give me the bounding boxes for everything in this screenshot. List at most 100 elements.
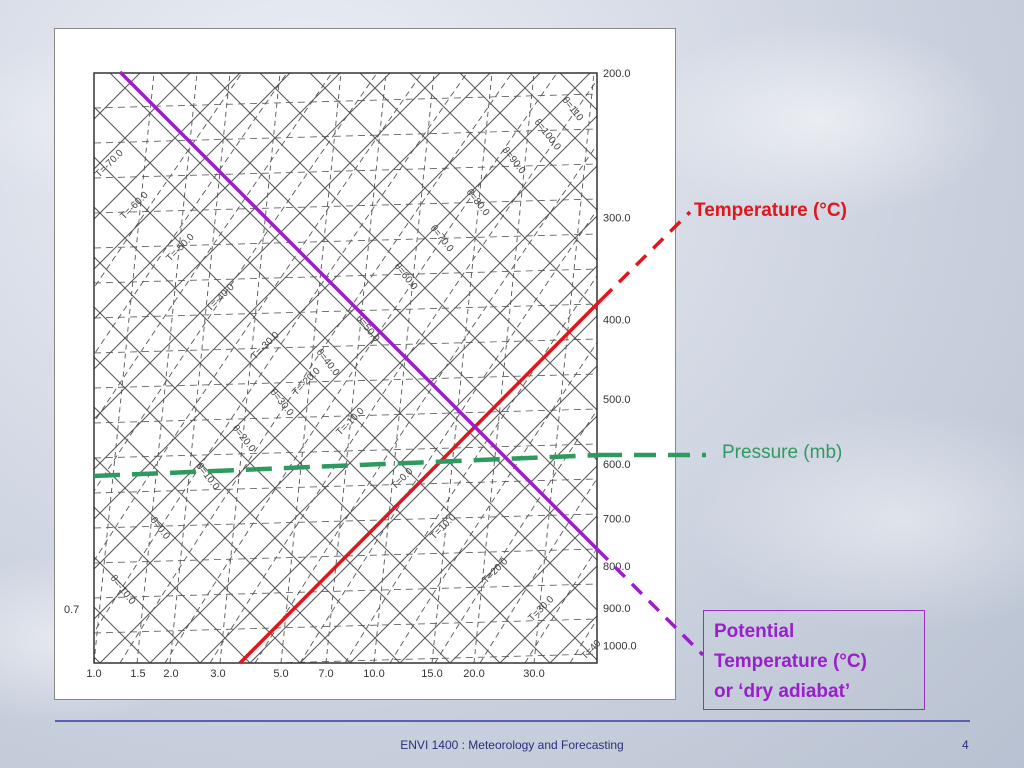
page-number: 4 xyxy=(962,738,969,752)
saturation-line xyxy=(259,653,597,663)
isobar-diagonal-line xyxy=(94,406,351,663)
isobar-diagonal-line xyxy=(359,73,597,311)
dry-adiabat-line xyxy=(94,73,333,424)
dry-adiabat-line xyxy=(94,73,288,356)
dry-adiabat-line xyxy=(299,209,597,663)
isotherm-line xyxy=(349,415,597,663)
isotherm-line xyxy=(94,73,441,420)
pressure-tick-label: 1000.0 xyxy=(603,641,637,653)
potential-temperature-line xyxy=(118,70,600,552)
isobar-diagonal-line xyxy=(94,256,501,663)
pressure-tick-label: 600.0 xyxy=(603,459,631,471)
pressure-tick-label: 300.0 xyxy=(603,212,631,224)
isobar-diagonal-line xyxy=(159,73,597,511)
mixing-ratio-line xyxy=(169,73,231,663)
pressure-annotation: Pressure (mb) xyxy=(722,442,843,463)
isotherm-line xyxy=(199,265,597,663)
dry-adiabat-line xyxy=(94,73,468,634)
isobar-diagonal-line xyxy=(109,73,597,561)
isotherm-line xyxy=(800,0,1024,663)
isobar-diagonal-line xyxy=(94,206,551,663)
mixing-ratio-line xyxy=(373,73,435,663)
isotherm-line xyxy=(650,0,1024,663)
dry-adiabat-line xyxy=(479,477,597,663)
potential-annotation-line-2: Temperature (°C) xyxy=(714,651,867,672)
isotherm-label: T=-10.0 xyxy=(334,405,367,438)
adiabat-label: θ=10.0 xyxy=(194,461,222,492)
isobar-diagonal-line xyxy=(94,156,597,661)
mixing-ratio-tick-label: 30.0 xyxy=(523,668,544,680)
saturation-line xyxy=(94,93,597,109)
grid-lines xyxy=(0,0,1024,663)
isotherm-line xyxy=(850,0,1024,663)
saturation-line xyxy=(94,268,597,284)
potential-temperature-line-extension xyxy=(596,548,705,657)
potential-annotation-line-3: or ‘dry adiabat’ xyxy=(714,681,851,702)
saturation-line xyxy=(94,618,597,634)
temperature-line-extension xyxy=(600,210,692,301)
isobar-diagonal-line xyxy=(409,73,597,261)
dry-adiabat-line xyxy=(705,33,1024,663)
mixing-ratio-tick-label: 2.0 xyxy=(163,668,178,680)
mixing-ratio-tick-label: 15.0 xyxy=(421,668,442,680)
dry-adiabat-line xyxy=(660,33,1024,663)
dry-adiabat-line xyxy=(94,73,423,562)
dry-adiabat-line xyxy=(119,73,513,663)
adiabat-label: θ=110 xyxy=(560,95,586,124)
isotherm-line xyxy=(499,565,597,663)
isobar-diagonal-line xyxy=(94,356,401,663)
isotherm-line xyxy=(900,0,1024,663)
mixing-ratio-tick-label: 20.0 xyxy=(463,668,484,680)
left-axis-label: 0.7 xyxy=(64,604,79,616)
dry-adiabat-line xyxy=(94,73,378,492)
isobar-diagonal-line xyxy=(94,106,597,611)
isotherm-line xyxy=(449,515,597,663)
dry-adiabat-line xyxy=(569,618,597,663)
mixing-ratio-tick-label: 7.0 xyxy=(318,668,333,680)
dry-adiabat-line xyxy=(94,73,243,289)
dry-adiabat-line xyxy=(750,33,1024,663)
isotherm-line xyxy=(750,0,1024,663)
isobar-diagonal-line xyxy=(309,73,597,361)
adiabat-label: θ=-10.0 xyxy=(108,573,138,607)
saturation-line xyxy=(94,198,597,214)
potential-annotation-line-1: Potential xyxy=(714,621,795,642)
isotherm-line xyxy=(1000,0,1024,663)
footer-title: ENVI 1400 : Meteorology and Forecasting xyxy=(400,738,624,752)
isobar-diagonal-line xyxy=(94,456,301,663)
isotherm-line xyxy=(299,365,597,663)
isotherm-line xyxy=(0,0,250,663)
isotherm-label: T=10.0 xyxy=(428,512,458,542)
isobar-diagonal-line xyxy=(94,306,451,663)
mixing-ratio-line xyxy=(219,73,281,663)
isotherm-line xyxy=(700,0,1024,663)
pressure-tick-label: 400.0 xyxy=(603,315,631,327)
dry-adiabat-line xyxy=(795,33,1024,663)
pressure-tick-label: 200.0 xyxy=(603,68,631,80)
isotherm-line xyxy=(94,73,141,120)
dry-adiabat-line xyxy=(524,547,597,663)
plot-border xyxy=(93,72,598,664)
isobar-diagonal-line xyxy=(94,506,251,663)
mixing-ratio-tick-label: 1.5 xyxy=(130,668,145,680)
isotherm-label: T=-40.0 xyxy=(204,281,237,314)
isotherm-line xyxy=(950,0,1024,663)
isobar-diagonal-line xyxy=(209,73,597,461)
mixing-ratio-tick-label: 5.0 xyxy=(273,668,288,680)
temperature-line xyxy=(238,297,604,665)
dry-adiabat-line xyxy=(164,73,558,663)
isobar-diagonal-line xyxy=(94,556,201,663)
dry-adiabat-line xyxy=(615,33,1024,663)
temperature-annotation: Temperature (°C) xyxy=(694,200,847,221)
isobar-diagonal-line xyxy=(400,0,1024,663)
adiabat-label: θ=0.0 xyxy=(148,515,173,542)
isotherm-label: T=-70.0 xyxy=(93,147,126,180)
adiabat-label: θ=60.0 xyxy=(392,261,420,292)
dry-adiabat-line xyxy=(209,79,597,663)
isotherm-line xyxy=(94,73,241,220)
isobar-diagonal-line xyxy=(0,0,50,663)
dry-adiabat-line xyxy=(254,143,597,663)
footer-rule xyxy=(55,720,970,722)
pressure-tick-label: 900.0 xyxy=(603,603,631,615)
